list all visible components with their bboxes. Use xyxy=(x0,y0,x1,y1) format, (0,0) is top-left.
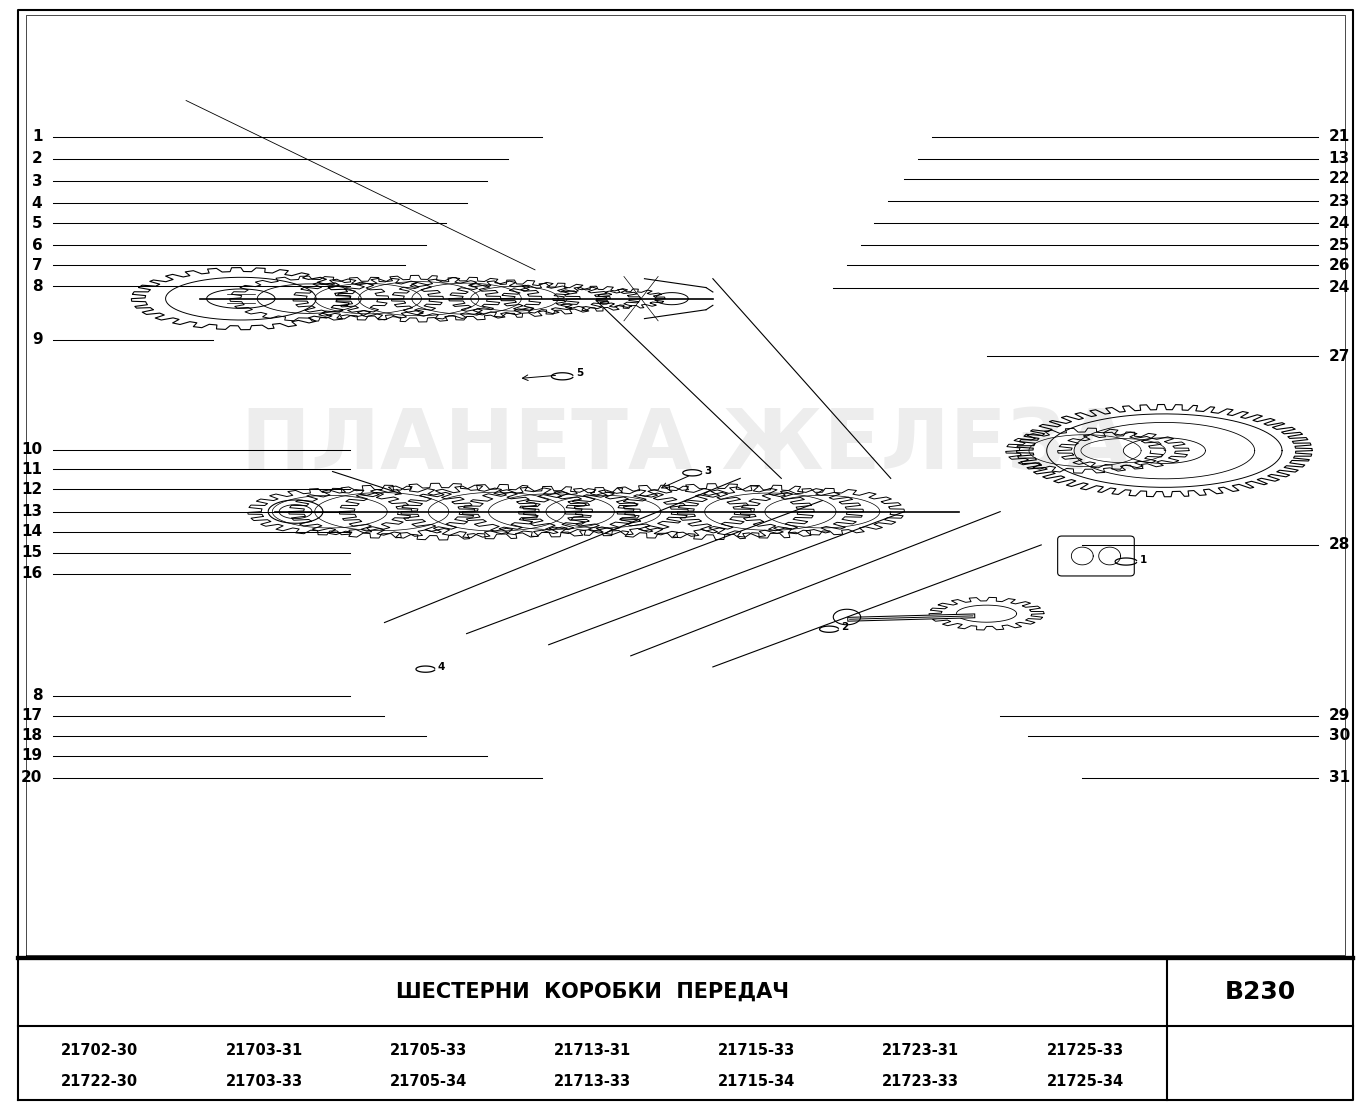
Text: 3: 3 xyxy=(705,466,712,476)
Text: 9: 9 xyxy=(32,332,43,347)
Text: 19: 19 xyxy=(22,748,43,763)
Text: 15: 15 xyxy=(22,545,43,560)
Text: 21715-34: 21715-34 xyxy=(718,1073,795,1089)
Text: 6: 6 xyxy=(32,238,43,252)
Text: 24: 24 xyxy=(1328,280,1350,295)
Text: 13: 13 xyxy=(1328,151,1349,167)
Text: 11: 11 xyxy=(22,461,43,477)
Text: 4: 4 xyxy=(437,662,446,672)
Text: 21705-33: 21705-33 xyxy=(389,1043,468,1058)
Text: 21722-30: 21722-30 xyxy=(62,1073,138,1089)
Text: 21715-33: 21715-33 xyxy=(718,1043,795,1058)
Text: 12: 12 xyxy=(21,481,43,497)
Text: 13: 13 xyxy=(22,504,43,519)
Text: 2: 2 xyxy=(32,151,43,167)
Text: 30: 30 xyxy=(1328,728,1350,743)
Text: 2: 2 xyxy=(842,622,849,632)
Text: ПЛАНЕТА ЖЕЛЕЗА: ПЛАНЕТА ЖЕЛЕЗА xyxy=(241,405,1130,486)
Text: 5: 5 xyxy=(576,368,583,378)
Text: 16: 16 xyxy=(21,566,43,582)
Text: 22: 22 xyxy=(1328,171,1350,187)
Text: 21723-33: 21723-33 xyxy=(883,1073,960,1089)
Text: 24: 24 xyxy=(1328,216,1350,230)
Text: 21725-34: 21725-34 xyxy=(1046,1073,1124,1089)
Text: 21705-34: 21705-34 xyxy=(389,1073,468,1089)
Text: 18: 18 xyxy=(22,728,43,743)
Text: 25: 25 xyxy=(1328,238,1350,252)
Text: 27: 27 xyxy=(1328,349,1350,364)
Text: 26: 26 xyxy=(1328,258,1350,272)
Text: 8: 8 xyxy=(32,279,43,294)
Text: 21713-31: 21713-31 xyxy=(554,1043,631,1058)
Text: В230: В230 xyxy=(1224,980,1296,1004)
Text: 31: 31 xyxy=(1328,771,1349,785)
Text: 1: 1 xyxy=(32,129,43,145)
Text: 21702-30: 21702-30 xyxy=(62,1043,138,1058)
Text: ШЕСТЕРНИ  КОРОБКИ  ПЕРЕДАЧ: ШЕСТЕРНИ КОРОБКИ ПЕРЕДАЧ xyxy=(396,982,788,1002)
Text: 17: 17 xyxy=(22,708,43,723)
Text: 21725-33: 21725-33 xyxy=(1046,1043,1124,1058)
Text: 10: 10 xyxy=(22,441,43,457)
Text: 20: 20 xyxy=(21,771,43,785)
Text: 23: 23 xyxy=(1328,193,1350,209)
Text: 1: 1 xyxy=(1139,555,1148,565)
Text: 29: 29 xyxy=(1328,708,1350,723)
Text: 28: 28 xyxy=(1328,537,1350,553)
Text: 21713-33: 21713-33 xyxy=(554,1073,631,1089)
Text: 21723-31: 21723-31 xyxy=(883,1043,960,1058)
Text: 4: 4 xyxy=(32,196,43,211)
Text: 14: 14 xyxy=(22,524,43,539)
Text: 5: 5 xyxy=(32,216,43,230)
Text: 3: 3 xyxy=(32,173,43,189)
Text: 21703-33: 21703-33 xyxy=(225,1073,303,1089)
Text: 21: 21 xyxy=(1328,129,1350,145)
Text: 8: 8 xyxy=(32,688,43,703)
Text: 21703-31: 21703-31 xyxy=(225,1043,303,1058)
Text: 7: 7 xyxy=(32,258,43,272)
